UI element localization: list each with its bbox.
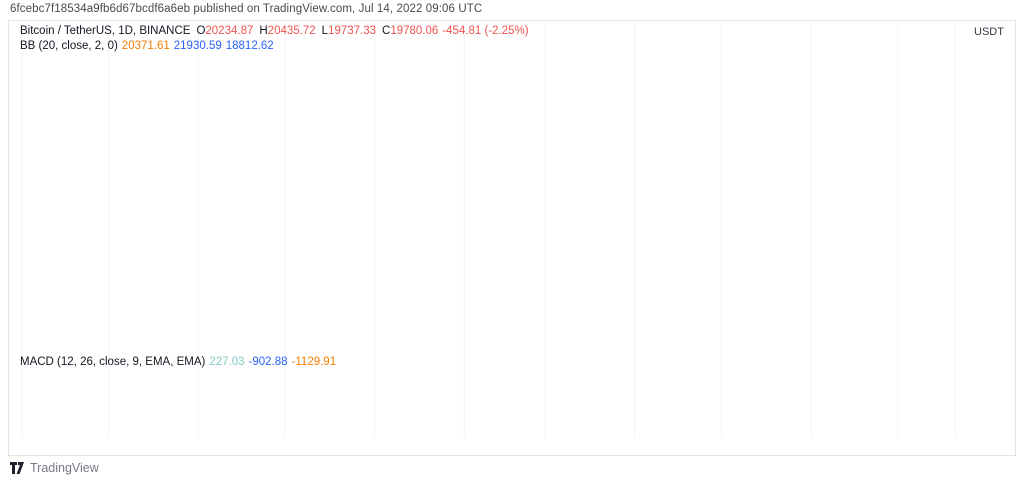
macd-values: 227.03 -902.88 -1129.91 (205, 356, 336, 368)
ohlc-pair: O20234.87 (196, 25, 253, 37)
ohlc-value: 20234.87 (205, 25, 254, 37)
tradingview-logo-text[interactable]: TradingView (30, 461, 99, 475)
ohlc-label: H (259, 25, 268, 37)
bb-legend: BB (20, close, 2, 0) 20371.61 21930.59 1881… (20, 40, 274, 52)
ohlc-label: L (321, 25, 329, 37)
bb-value: 21930.59 (173, 40, 222, 52)
chart-card (8, 20, 1016, 456)
bb-values: 20371.61 21930.59 18812.62 (118, 40, 274, 52)
ohlc-pair: H20435.72 (259, 25, 315, 37)
symbol-legend: Bitcoin / TetherUS, 1D, BINANCE O20234.87… (20, 25, 529, 37)
bar-countdown: 14:53:58 (968, 306, 1006, 317)
ohlc-label: C (382, 25, 391, 37)
bb-value: 18812.62 (225, 40, 274, 52)
macd-value: 227.03 (209, 356, 245, 368)
ohlc-pair: L19737.33 (322, 25, 376, 37)
tradingview-logo-icon[interactable] (10, 462, 24, 474)
macd-legend-title: MACD (12, 26, close, 9, EMA, EMA) (20, 356, 206, 368)
last-price: 19780.06 (967, 295, 1007, 306)
symbol-title: Bitcoin / TetherUS, 1D, BINANCE (20, 25, 191, 37)
published-caption: 6fcebc7f18534a9fb6d67bcdf6a6eb published… (10, 3, 483, 15)
price-axis-currency: USDT (974, 26, 1004, 38)
last-price-badge: 19780.06 14:53:58 (961, 294, 1013, 317)
ohlc-values: O20234.87 H20435.72 L19737.33 C19780.06 (190, 25, 438, 37)
ohlc-value: 19737.33 (328, 25, 377, 37)
ohlc-label: O (196, 25, 206, 37)
macd-value: -1129.91 (291, 356, 337, 368)
change-value: -454.81 (-2.25%) (442, 25, 529, 37)
footer: TradingView (10, 461, 99, 475)
ohlc-pair: C19780.06 (382, 25, 438, 37)
bb-legend-title: BB (20, close, 2, 0) (20, 40, 118, 52)
bb-value: 20371.61 (121, 40, 170, 52)
ohlc-value: 19780.06 (390, 25, 439, 37)
macd-value: -902.88 (248, 356, 288, 368)
macd-legend: MACD (12, 26, close, 9, EMA, EMA) 227.03-… (20, 356, 336, 368)
ohlc-value: 20435.72 (267, 25, 316, 37)
